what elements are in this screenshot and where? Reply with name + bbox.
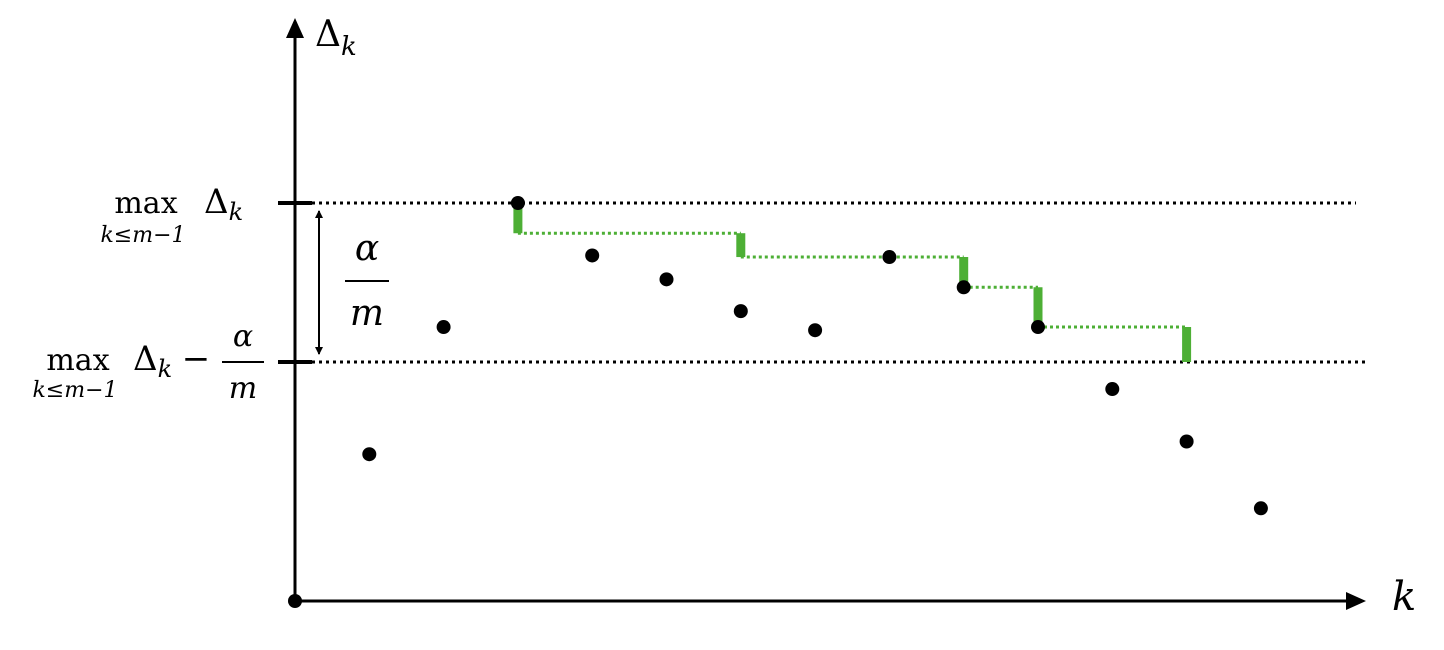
lower-label-under: k≤m−1 bbox=[32, 378, 117, 403]
lower-threshold-label: max k≤m−1 Δk − α m bbox=[32, 319, 264, 406]
upper-threshold-label: max k≤m−1 Δk bbox=[100, 182, 243, 248]
lower-label-denominator: m bbox=[229, 371, 257, 406]
data-point bbox=[1105, 382, 1120, 397]
lower-label-minus: − bbox=[182, 339, 211, 379]
data-point bbox=[733, 304, 748, 319]
data-point bbox=[1179, 434, 1194, 449]
x-axis-arrowhead bbox=[1346, 592, 1366, 610]
data-point bbox=[362, 447, 377, 462]
data-point bbox=[436, 320, 451, 335]
data-point bbox=[659, 272, 674, 287]
gap-label-numerator: α bbox=[355, 228, 379, 269]
y-axis-label: Δk bbox=[315, 14, 357, 62]
upper-label-under: k≤m−1 bbox=[100, 223, 185, 248]
data-point bbox=[1031, 320, 1045, 335]
y-axis-arrowhead bbox=[286, 18, 304, 38]
data-point bbox=[1253, 501, 1268, 516]
lower-label-numerator: α bbox=[233, 319, 253, 354]
upper-label-max: max bbox=[114, 186, 177, 221]
data-point bbox=[956, 280, 971, 295]
data-point bbox=[882, 250, 897, 265]
data-point bbox=[510, 196, 525, 210]
lower-label-delta: Δk bbox=[133, 339, 172, 383]
x-axis-label: k bbox=[1392, 574, 1416, 620]
data-points bbox=[362, 196, 1268, 516]
lower-label-max: max bbox=[46, 343, 109, 378]
gap-label: α m bbox=[345, 228, 389, 334]
upper-label-delta: Δk bbox=[204, 182, 243, 226]
origin-point bbox=[288, 594, 302, 608]
data-point bbox=[585, 248, 600, 263]
gap-label-denominator: m bbox=[350, 293, 384, 334]
green-staircase bbox=[513, 203, 1192, 362]
data-point bbox=[808, 323, 823, 338]
